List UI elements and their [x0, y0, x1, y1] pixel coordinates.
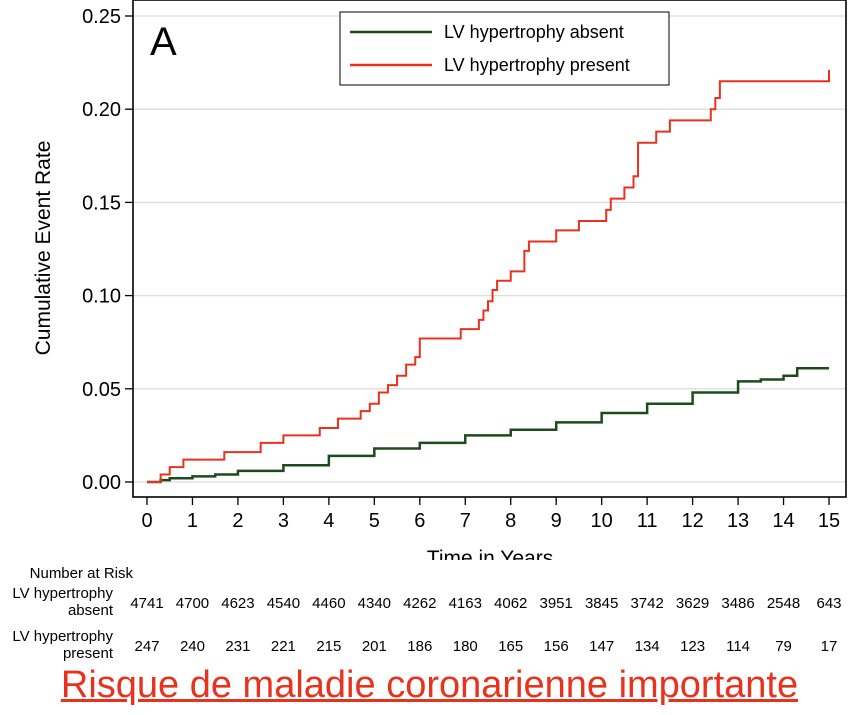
risk-value: 165 [498, 638, 524, 655]
risk-row-label-absent: LV hypertrophy absent [12, 585, 113, 619]
risk-value: 17 [820, 638, 838, 655]
series-layer [147, 70, 830, 484]
number-at-risk-table: Number at Risk LV hypertrophy absent LV … [0, 560, 859, 672]
x-tick-label: 8 [505, 510, 516, 532]
plot-frame [132, 0, 847, 498]
risk-value: 180 [452, 638, 478, 655]
legend-label-absent: LV hypertrophy absent [444, 22, 624, 42]
risk-value: 231 [225, 638, 251, 655]
risk-value: 3845 [584, 595, 619, 612]
risk-value: 215 [316, 638, 342, 655]
risk-value: 156 [543, 638, 569, 655]
risk-value: 3486 [721, 595, 755, 612]
risk-value: 4540 [266, 595, 301, 612]
y-tick-label: 0.15 [82, 192, 121, 214]
risk-value: 134 [634, 638, 660, 655]
series-line-present [147, 70, 830, 483]
y-tick-label: 0.20 [82, 99, 121, 121]
x-tick-label: 12 [681, 510, 703, 532]
x-tick-label: 6 [414, 510, 425, 532]
risk-value: 3629 [675, 595, 710, 612]
legend-box [339, 11, 670, 86]
x-axis: 0 1 2 3 4 5 6 7 8 9 10 11 12 13 14 15 [141, 497, 840, 532]
risk-value: 4262 [403, 595, 437, 612]
y-tick-label: 0.25 [82, 6, 121, 28]
risk-value: 221 [270, 638, 296, 655]
x-tick-label: 4 [323, 510, 334, 532]
risk-value: 79 [775, 638, 792, 655]
risk-table-title: Number at Risk [29, 565, 133, 582]
survival-chart: 0.000.050.100.150.200.25 0 1 2 3 4 5 6 7 8 9 10 11 1… [32, 0, 847, 560]
risk-value: 4460 [312, 595, 346, 612]
y-tick-label: 0.00 [82, 472, 121, 494]
risk-value: 240 [179, 638, 205, 655]
risk-value: 3742 [630, 595, 664, 612]
risk-value: 247 [134, 638, 160, 655]
footer-caption: Risque de maladie coronarienne important… [60, 664, 799, 706]
x-tick-label: 7 [460, 510, 471, 532]
legend-label-present: LV hypertrophy present [444, 55, 630, 75]
legend: LV hypertrophy absent LV hypertrophy pre… [339, 11, 670, 86]
x-tick-label: 2 [232, 510, 243, 532]
risk-value: 123 [680, 638, 706, 655]
x-tick-label: 9 [551, 510, 562, 532]
risk-value: 4062 [494, 595, 528, 612]
risk-value: 114 [726, 638, 751, 655]
risk-value: 4163 [448, 595, 482, 612]
risk-value: 4340 [357, 595, 392, 612]
series-line-absent [147, 367, 829, 484]
x-tick-label: 5 [369, 510, 380, 532]
y-tick-label: 0.05 [82, 379, 121, 401]
x-tick-label: 3 [278, 510, 289, 532]
x-tick-label: 14 [772, 510, 794, 532]
x-tick-label: 1 [187, 510, 198, 532]
x-tick-label: 0 [141, 510, 152, 532]
x-tick-label: 10 [591, 510, 613, 532]
risk-value: 4700 [175, 595, 210, 612]
risk-value: 2548 [766, 595, 801, 612]
y-axis: 0.00 0.05 0.10 0.15 0.20 0.25 [82, 6, 133, 494]
risk-row-label-present: LV hypertrophy present [12, 628, 113, 662]
risk-value: 4741 [130, 595, 164, 612]
y-tick-label: 0.10 [82, 286, 121, 308]
gridlines [133, 15, 846, 483]
risk-value: 3951 [539, 595, 573, 612]
panel-label: A [150, 20, 177, 64]
risk-value: 4623 [221, 595, 255, 612]
x-tick-label: 15 [818, 510, 840, 532]
x-tick-label: 13 [727, 510, 749, 532]
x-axis-title: Time in Years [427, 547, 553, 560]
risk-value: 147 [589, 638, 615, 655]
risk-value: 186 [407, 638, 433, 655]
risk-value: 201 [361, 638, 387, 655]
x-tick-label: 11 [637, 510, 658, 532]
y-axis-title: Cumulative Event Rate [32, 141, 55, 356]
risk-value: 643 [816, 595, 842, 612]
